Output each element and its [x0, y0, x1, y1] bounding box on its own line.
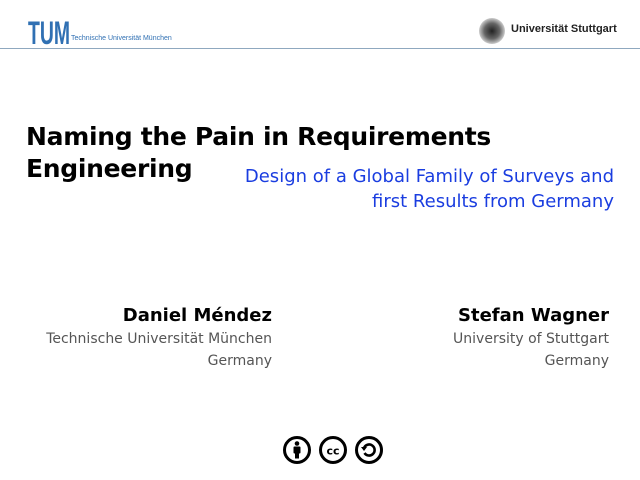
attribution-icon: [283, 436, 311, 464]
subtitle-line-1: Design of a Global Family of Surveys and: [244, 166, 614, 187]
tum-logo: TUM: [28, 15, 70, 51]
title-line-1: Naming the Pain in Requirements: [26, 122, 491, 151]
author-name: Stefan Wagner: [458, 305, 609, 326]
tum-institution-name: Technische Universität München: [71, 35, 172, 42]
creative-commons-icon: cc: [319, 436, 347, 464]
author-affiliation: University of Stuttgart: [453, 331, 609, 347]
header-divider: [0, 48, 640, 49]
author-block: Stefan Wagner University of Stuttgart Ge…: [453, 304, 609, 372]
svg-text:cc: cc: [326, 445, 339, 458]
stuttgart-logo: [478, 16, 506, 50]
tum-logo-text: TUM: [28, 18, 70, 46]
share-alike-icon: [355, 436, 383, 464]
subtitle-line-2: first Results from Germany: [372, 191, 614, 212]
author-block: Daniel Méndez Technische Universität Mün…: [46, 304, 272, 372]
author-name: Daniel Méndez: [122, 305, 272, 326]
slide-subtitle: Design of a Global Family of Surveys and…: [214, 164, 614, 214]
stuttgart-institution-name: Universität Stuttgart: [511, 23, 617, 35]
license-icons: cc: [282, 435, 384, 465]
author-affiliation: Technische Universität München: [46, 331, 272, 347]
slide-title: Naming the Pain in Requirements Engineer…: [26, 121, 491, 185]
title-line-2: Engineering: [26, 154, 193, 183]
author-country: Germany: [544, 353, 609, 369]
author-country: Germany: [207, 353, 272, 369]
